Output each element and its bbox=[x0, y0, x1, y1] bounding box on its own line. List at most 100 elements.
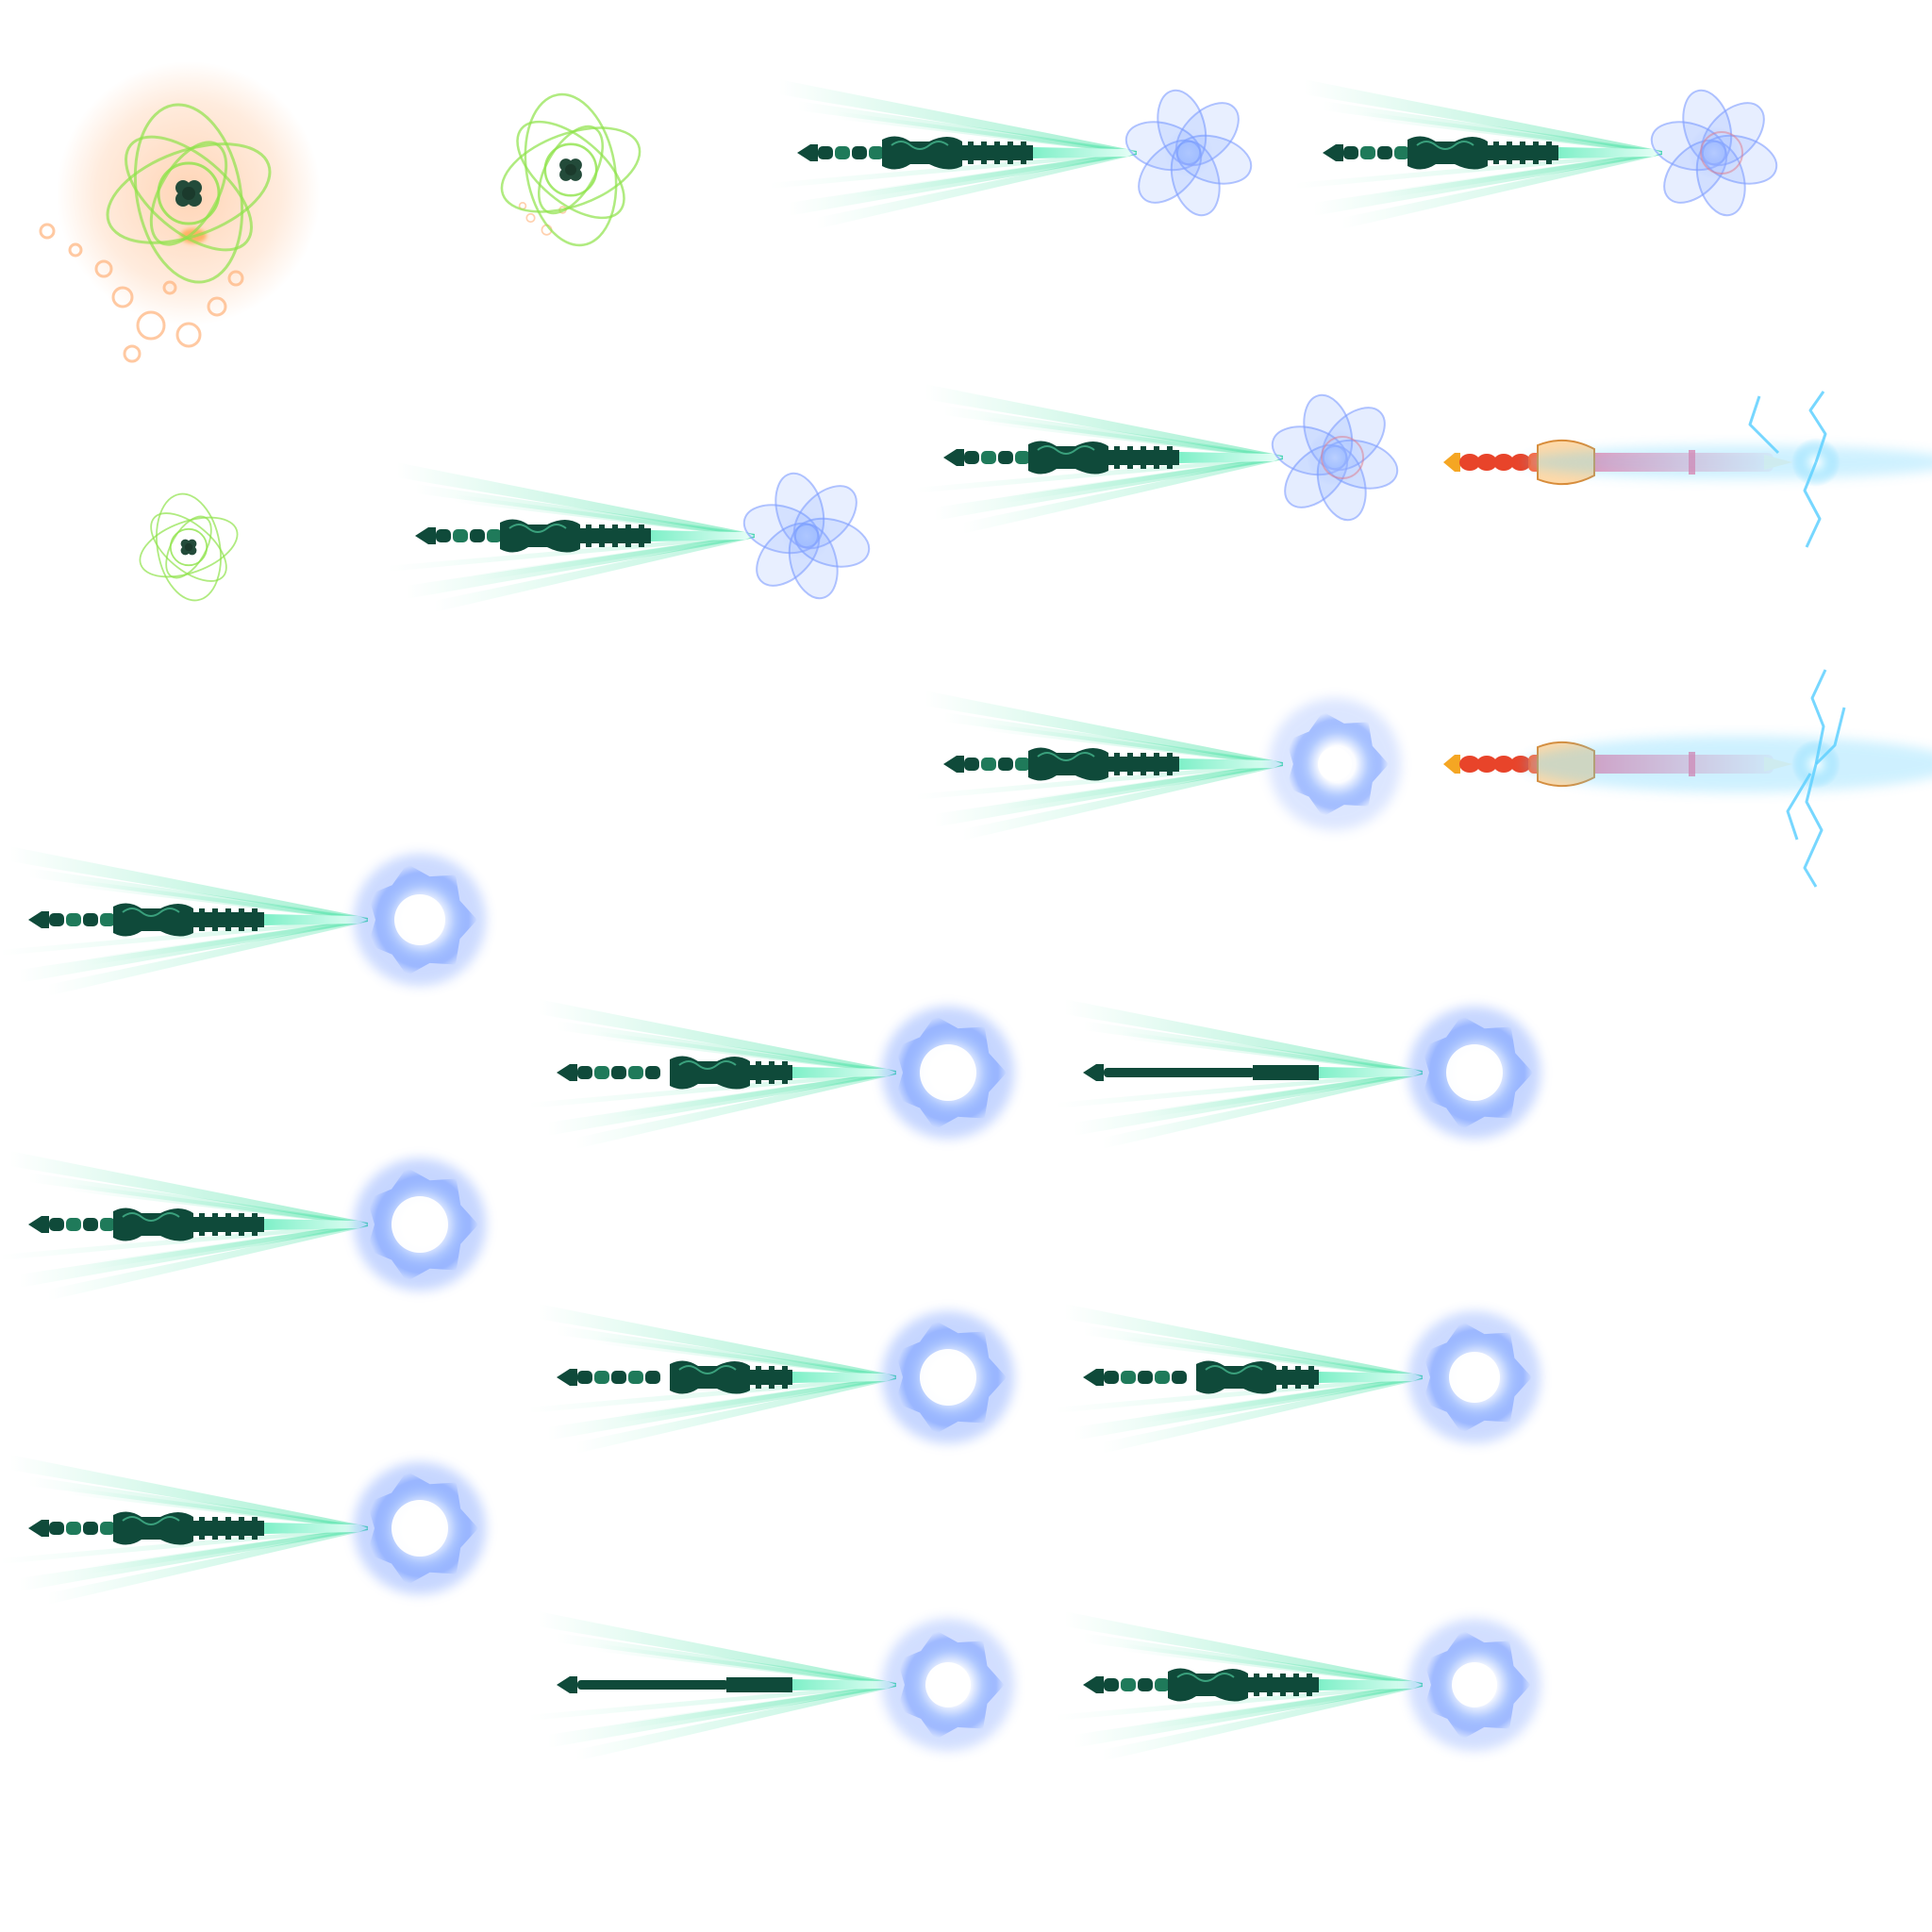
burst-impact bbox=[1269, 698, 1401, 830]
speed-streak bbox=[915, 456, 1283, 493]
flower-impact bbox=[742, 472, 871, 600]
sword-blade bbox=[264, 1523, 368, 1534]
speed-streak bbox=[1121, 1031, 1423, 1074]
sword-blade bbox=[792, 1372, 896, 1383]
sword-frame-9 bbox=[915, 691, 1401, 841]
speed-streak bbox=[575, 1683, 896, 1761]
orbit-ring bbox=[106, 142, 272, 244]
burst-impact bbox=[1408, 1619, 1541, 1751]
speed-streak bbox=[47, 1223, 368, 1301]
orb-frame-2 bbox=[500, 92, 641, 247]
speed-streak bbox=[1360, 111, 1662, 155]
orbit-ring bbox=[139, 516, 239, 578]
sword-pommel bbox=[28, 1520, 49, 1537]
sword-guard bbox=[670, 1360, 750, 1394]
speed-streak bbox=[472, 534, 755, 582]
sword-frame-18 bbox=[528, 1611, 1014, 1761]
burst-impact bbox=[354, 1158, 486, 1291]
fire-grip bbox=[1459, 454, 1480, 471]
sword-pommel bbox=[943, 756, 964, 773]
speed-streak bbox=[1379, 151, 1662, 199]
speed-streak bbox=[1102, 1375, 1423, 1454]
speed-streak bbox=[924, 384, 1283, 459]
orbit-ring bbox=[149, 141, 228, 246]
sword-guard bbox=[113, 1208, 193, 1241]
speed-streak bbox=[66, 1487, 368, 1530]
burst-impact bbox=[1408, 1311, 1541, 1443]
speed-streak bbox=[538, 999, 896, 1074]
lightning-bolt bbox=[1810, 669, 1827, 765]
lightning-impact bbox=[1524, 391, 1932, 548]
speed-streak bbox=[924, 691, 1283, 766]
speed-streak bbox=[816, 151, 1137, 229]
sword-pommel bbox=[28, 911, 49, 928]
burst-impact bbox=[882, 1619, 1014, 1751]
orb-frame-5 bbox=[139, 492, 239, 602]
sword-frame-13 bbox=[1055, 999, 1541, 1149]
burst-impact bbox=[1408, 1007, 1541, 1139]
sword-pommel bbox=[28, 1216, 49, 1233]
sword-pommel bbox=[557, 1369, 577, 1386]
sword-blade bbox=[792, 1679, 896, 1690]
orbit-ring bbox=[150, 512, 227, 582]
speed-streak bbox=[1102, 1683, 1423, 1761]
sword-guard bbox=[1407, 136, 1488, 170]
sword-frame-11 bbox=[0, 846, 486, 996]
sword-spine bbox=[1253, 1065, 1319, 1080]
speed-streak bbox=[453, 494, 755, 538]
orbit-ring bbox=[524, 92, 618, 247]
speed-streak bbox=[528, 1375, 896, 1413]
sword-pommel bbox=[557, 1064, 577, 1081]
speed-streak bbox=[1140, 1683, 1423, 1731]
sword-frame-6 bbox=[387, 462, 871, 612]
lightning-bolt bbox=[1803, 461, 1822, 548]
speed-streak bbox=[613, 1375, 896, 1424]
lightning-bolt bbox=[1808, 391, 1827, 463]
sword-pommel bbox=[797, 144, 818, 161]
speed-streak bbox=[85, 1223, 368, 1271]
speed-streak bbox=[538, 1611, 896, 1687]
speed-streak bbox=[1000, 762, 1283, 810]
sword-blade bbox=[1033, 147, 1137, 158]
speed-streak bbox=[0, 1526, 368, 1564]
sword-spine bbox=[726, 1677, 792, 1692]
speed-streak bbox=[47, 918, 368, 996]
sword-frame-3 bbox=[769, 79, 1253, 229]
speed-streak bbox=[962, 456, 1283, 534]
sword-guard bbox=[1196, 1360, 1276, 1394]
burst-impact bbox=[354, 1462, 486, 1594]
sword-frame-4 bbox=[1294, 79, 1778, 229]
sword-blade bbox=[1319, 1372, 1423, 1383]
speed-streak bbox=[1064, 1304, 1423, 1379]
speed-streak bbox=[1121, 1643, 1423, 1687]
sword-frame-19 bbox=[1055, 1611, 1541, 1761]
speed-streak bbox=[9, 1455, 368, 1530]
sword-guard bbox=[1168, 1668, 1248, 1702]
speed-streak bbox=[613, 1071, 896, 1119]
speed-streak bbox=[594, 1031, 896, 1074]
speed-streak bbox=[835, 111, 1137, 155]
speed-streak bbox=[387, 534, 755, 572]
speed-streak bbox=[613, 1683, 896, 1731]
orb-core bbox=[184, 542, 193, 552]
sword-pommel bbox=[557, 1676, 577, 1693]
sword-frame-7 bbox=[915, 384, 1399, 534]
flower-impact bbox=[1271, 393, 1399, 522]
sword-frame-17 bbox=[0, 1455, 486, 1605]
sword-frame-12 bbox=[528, 999, 1014, 1149]
sword-blade bbox=[1319, 1679, 1423, 1690]
sword-frame-14 bbox=[0, 1151, 486, 1301]
speed-streak bbox=[66, 1183, 368, 1226]
speed-streak bbox=[1055, 1683, 1423, 1721]
speed-streak bbox=[769, 151, 1137, 189]
speed-streak bbox=[778, 79, 1137, 155]
burst-impact bbox=[354, 854, 486, 986]
lightning-bolt bbox=[1786, 773, 1812, 841]
fire-grip bbox=[1510, 756, 1531, 773]
orbit-ring bbox=[125, 135, 253, 252]
speed-streak bbox=[1121, 1336, 1423, 1379]
fire-grip bbox=[1493, 454, 1514, 471]
speed-streak bbox=[0, 918, 368, 956]
